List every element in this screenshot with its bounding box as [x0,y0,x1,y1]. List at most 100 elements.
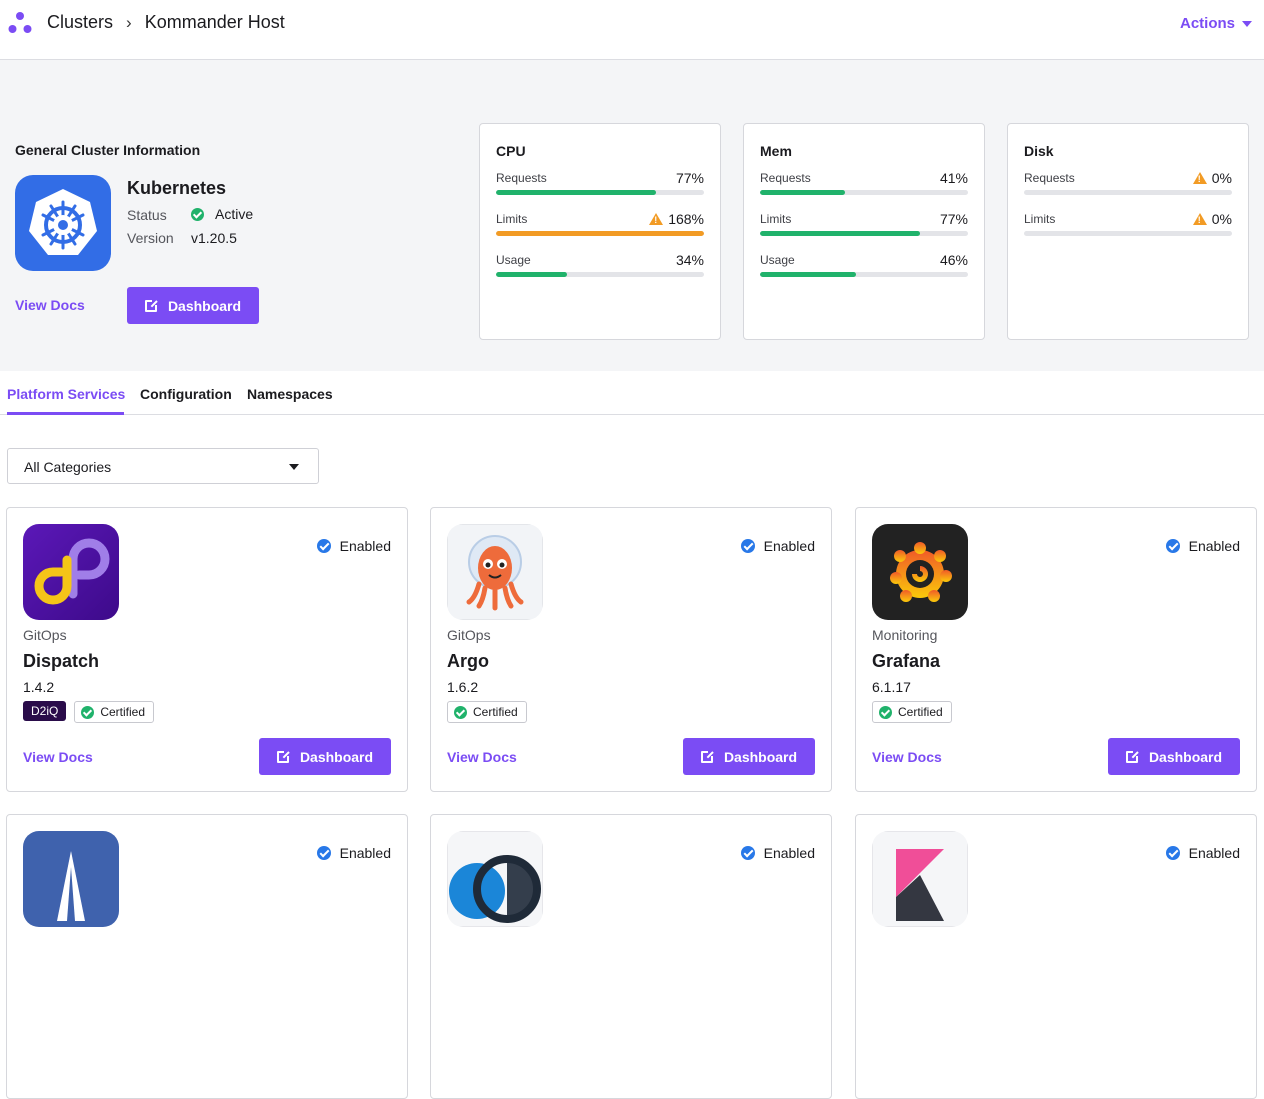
chevron-right-icon: › [126,12,132,32]
resource-row-label: Limits [496,212,528,226]
category-select-value: All Categories [24,459,112,475]
resource-row-value: 168% [649,211,704,227]
resource-row-value: 34% [676,252,704,268]
progress-track [760,190,968,195]
warning-icon [649,213,664,225]
tab-configuration[interactable]: Configuration [140,386,232,402]
resource-row-value: 46% [940,252,968,268]
external-link-icon [276,749,290,763]
status-text: Enabled [1188,845,1240,861]
check-circle-icon [740,539,755,553]
certified-text: Certified [100,705,146,719]
actions-label: Actions [1179,15,1235,32]
breadcrumb-clusters[interactable]: Clusters [47,12,114,32]
service-category: Monitoring [872,627,938,643]
dispatch-icon [23,524,119,620]
tab-bar: Platform Services Configuration Namespac… [0,371,1264,415]
certified-seal-icon [879,705,892,719]
warning-icon [1192,172,1207,184]
percent-text: 77% [675,170,704,186]
service-badges: D2iQ Certified [23,701,155,723]
status-value: Active [215,206,254,222]
progress-track [1024,190,1232,195]
actions-menu-button[interactable]: Actions [1180,15,1252,32]
category-select[interactable]: All Categories [7,448,319,484]
service-name: Argo [447,651,489,671]
active-tab-indicator [7,412,124,415]
dashboard-button[interactable]: Dashboard [683,738,815,775]
cluster-dashboard-button[interactable]: Dashboard [127,287,259,324]
service-card-dispatch: Enabled GitOps Dispatch 1.4.2 D2iQ Certif… [6,507,408,792]
enabled-badge: Enabled [1165,845,1240,861]
service-card-grafana: Enabled Monitoring Grafana 6.1.17 Certifi… [855,507,1257,792]
resource-row-label: Requests [1024,171,1075,185]
resource-card-mem: Mem Requests 41% Limits 77% Usage 46% [743,123,985,340]
resource-title: Disk [1024,143,1054,159]
enabled-badge: Enabled [316,538,391,554]
progress-track [760,272,968,277]
app-logo-icon[interactable] [8,11,32,35]
kibana-icon [872,831,968,927]
check-circle-icon [740,846,755,860]
external-link-icon [1125,749,1139,763]
tab-platform-services[interactable]: Platform Services [7,386,126,402]
progress-track [760,231,968,236]
tab-namespaces[interactable]: Namespaces [247,386,333,402]
enabled-badge: Enabled [740,845,815,861]
sail-icon [23,831,119,927]
status-label: Status [127,207,167,223]
breadcrumb: Clusters › Kommander Host [47,12,285,33]
check-circle-icon [1165,539,1180,553]
top-bar: Clusters › Kommander Host Actions [0,0,1264,60]
service-name: Grafana [872,651,941,671]
service-category: GitOps [23,627,67,643]
progress-fill [496,231,704,236]
progress-fill [496,190,657,195]
kubernetes-logo-icon [15,175,111,271]
certified-badge: Certified [74,701,155,723]
certified-badge: Certified [872,701,952,723]
dashboard-button[interactable]: Dashboard [259,738,391,775]
resource-row-label: Usage [760,253,795,267]
dashboard-label: Dashboard [299,748,374,765]
resource-card-disk: Disk Requests 0% Limits 0% [1007,123,1249,340]
service-card-argo: Enabled GitOps Argo 1.6.2 Certified View … [430,507,832,792]
view-docs-link[interactable]: View Docs [872,749,942,765]
service-card: Enabled [855,814,1257,1099]
check-circle-icon [316,846,331,860]
view-docs-link[interactable]: View Docs [15,297,85,313]
dashboard-button[interactable]: Dashboard [1108,738,1240,775]
cluster-summary: General Cluster Information Kubernetes S… [0,60,1264,371]
resource-row-label: Requests [760,171,811,185]
resource-row-label: Requests [496,171,547,185]
external-link-icon [144,298,158,312]
check-circle-icon [316,539,331,553]
dashboard-label: Dashboard [723,748,798,765]
service-badges: Certified [447,701,527,723]
percent-text: 46% [939,252,968,268]
resource-row-value: 0% [1192,211,1232,227]
resource-row-value: 77% [676,170,704,186]
resource-card-cpu: CPU Requests 77% Limits 168% Usage 34% [479,123,721,340]
progress-fill [760,190,846,195]
status-text: Enabled [339,845,391,861]
certified-badge: Certified [447,701,527,723]
caret-down-icon [289,464,299,470]
progress-track [496,231,704,236]
status-text: Enabled [339,538,391,554]
enabled-badge: Enabled [316,845,391,861]
status-text: Enabled [763,845,815,861]
external-link-icon [700,749,714,763]
progress-fill [760,231,921,236]
resource-title: Mem [760,143,792,159]
resource-row-value: 77% [940,211,968,227]
view-docs-link[interactable]: View Docs [447,749,517,765]
progress-track [1024,231,1232,236]
service-card: Enabled [6,814,408,1099]
dashboard-label: Dashboard [1148,748,1223,765]
service-badges: Certified [872,701,952,723]
resource-title: CPU [496,143,526,159]
view-docs-link[interactable]: View Docs [23,749,93,765]
version-value: v1.20.5 [191,230,237,246]
service-card: Enabled [430,814,832,1099]
